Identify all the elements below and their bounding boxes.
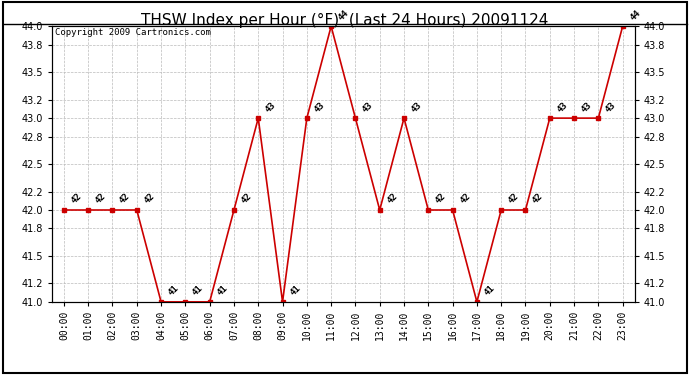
Text: Copyright 2009 Cartronics.com: Copyright 2009 Cartronics.com xyxy=(55,28,210,37)
Text: 42: 42 xyxy=(434,192,448,206)
Text: 42: 42 xyxy=(458,192,472,206)
Text: 42: 42 xyxy=(94,192,108,206)
Text: 43: 43 xyxy=(264,100,278,114)
Text: 42: 42 xyxy=(385,192,400,206)
Text: 42: 42 xyxy=(239,192,253,206)
Text: 43: 43 xyxy=(410,100,424,114)
Text: 43: 43 xyxy=(313,100,326,114)
Text: 42: 42 xyxy=(142,192,157,206)
Text: 43: 43 xyxy=(361,100,375,114)
Text: 43: 43 xyxy=(604,100,618,114)
Text: 41: 41 xyxy=(288,284,302,298)
Text: 42: 42 xyxy=(118,192,132,206)
Text: 41: 41 xyxy=(191,284,205,298)
Text: 42: 42 xyxy=(531,192,545,206)
Text: 42: 42 xyxy=(506,192,521,206)
Text: 44: 44 xyxy=(337,8,351,22)
Text: 43: 43 xyxy=(555,100,569,114)
Text: 41: 41 xyxy=(482,284,496,298)
Text: 44: 44 xyxy=(628,8,642,22)
Text: 41: 41 xyxy=(166,284,181,298)
Text: 41: 41 xyxy=(215,284,229,298)
Text: 43: 43 xyxy=(580,100,593,114)
Text: THSW Index per Hour (°F)  (Last 24 Hours) 20091124: THSW Index per Hour (°F) (Last 24 Hours)… xyxy=(141,13,549,28)
Text: 42: 42 xyxy=(70,192,83,206)
